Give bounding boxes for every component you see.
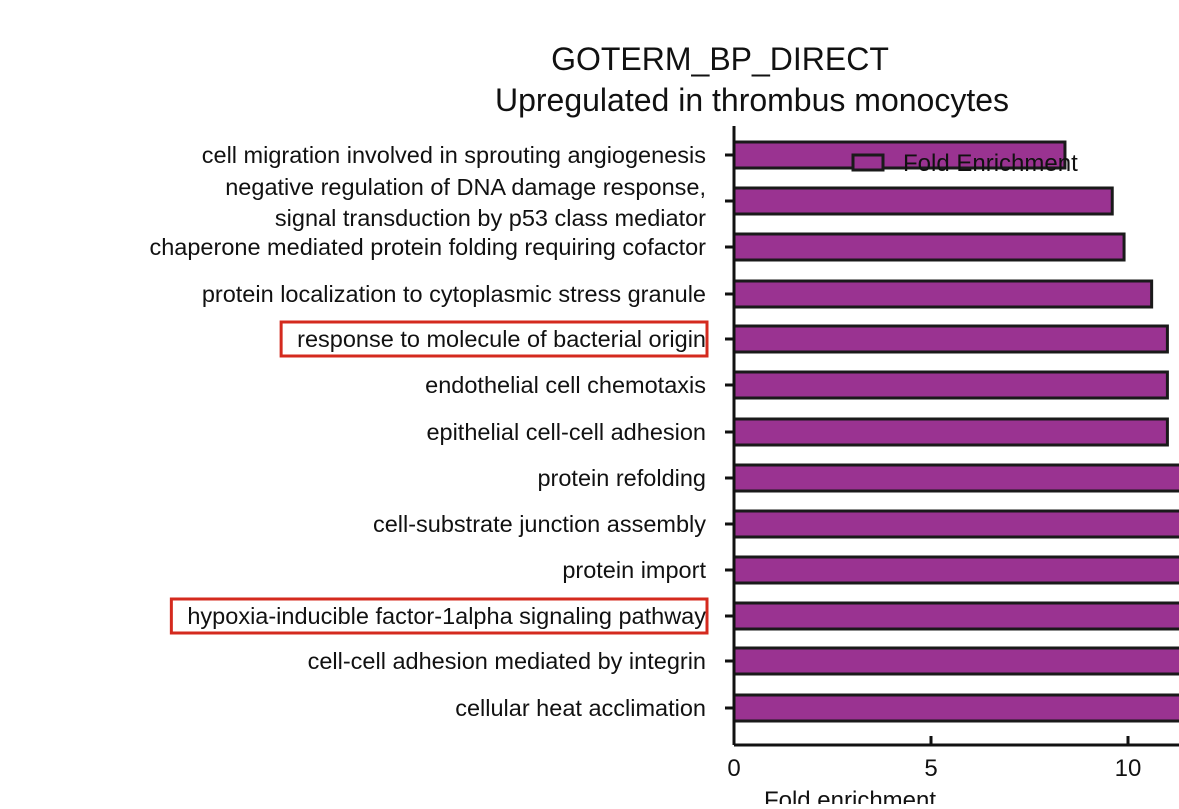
x-tick-label: 5: [924, 755, 937, 782]
bar: [732, 693, 1179, 723]
category-label: endothelial cell chemotaxis: [425, 372, 706, 398]
bar: [732, 509, 1179, 539]
bar: [732, 370, 1169, 400]
bar: [732, 646, 1179, 676]
category-label: negative regulation of DNA damage respon…: [225, 174, 706, 231]
category-label: chaperone mediated protein folding requi…: [149, 234, 706, 260]
bar: [732, 324, 1169, 354]
category-label: protein import: [562, 557, 706, 583]
bar: [732, 186, 1114, 216]
legend-swatch: [851, 153, 885, 172]
bar: [732, 232, 1126, 262]
category-label: hypoxia-inducible factor-1alpha signalin…: [187, 603, 706, 629]
bar: [732, 555, 1179, 585]
category-label: cell-substrate junction assembly: [373, 511, 706, 537]
highlight-box: [279, 320, 709, 358]
legend: Fold Enrichment: [851, 150, 1078, 177]
category-label: protein localization to cytoplasmic stre…: [202, 281, 706, 307]
bar: [732, 463, 1179, 493]
chart-title: GOTERM_BP_DIRECT Upregulated in thrombus…: [495, 41, 1009, 118]
category-labels: cell migration involved in sprouting ang…: [149, 142, 709, 721]
category-label: cellular heat acclimation: [455, 695, 706, 721]
category-label: cell-cell adhesion mediated by integrin: [308, 648, 706, 674]
category-label: cell migration involved in sprouting ang…: [202, 142, 706, 168]
category-label: response to molecule of bacterial origin: [297, 326, 706, 352]
category-label: epithelial cell-cell adhesion: [426, 419, 706, 445]
highlight-box: [169, 597, 709, 635]
legend-label: Fold Enrichment: [903, 150, 1078, 177]
category-label: protein refolding: [537, 465, 706, 491]
chart-title-line-2: Upregulated in thrombus monocytes: [495, 82, 1009, 118]
chart-title-line-1: GOTERM_BP_DIRECT: [551, 41, 889, 77]
x-tick-label: 0: [727, 755, 740, 782]
bar: [732, 417, 1169, 447]
x-axis-label: Fold enrichment: [764, 787, 936, 804]
bars: [732, 140, 1179, 723]
bar: [732, 279, 1154, 309]
x-tick-label: 10: [1115, 755, 1142, 782]
bar: [732, 601, 1179, 631]
